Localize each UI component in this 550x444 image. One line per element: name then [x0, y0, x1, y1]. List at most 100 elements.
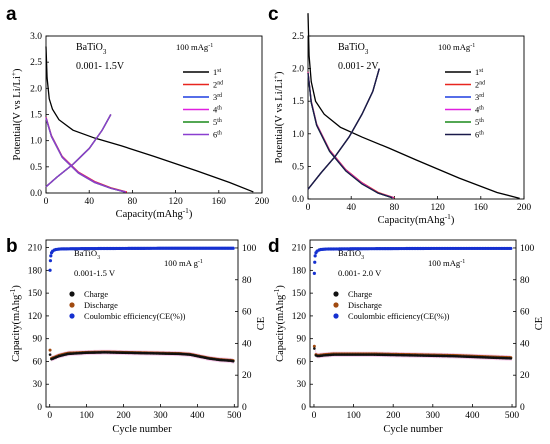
x-tick-label: 0 — [44, 197, 49, 207]
panel-letter: b — [6, 236, 18, 257]
y-tick-label: 1.0 — [30, 137, 42, 147]
legend-entry: Charge — [348, 290, 372, 299]
y-axis-title: Capacity(mAhg-1) — [8, 285, 23, 362]
legend-entry: 1st — [475, 68, 483, 77]
y-tick-label: 0 — [37, 403, 42, 413]
x-tick-label: 80 — [128, 197, 138, 207]
panel-b: b0 100 200 300 400 50003060901201501802100204… — [6, 236, 267, 435]
y-tick-label: 3.0 — [30, 32, 42, 42]
compound-label: BaTiO3 — [76, 42, 107, 56]
plot-frame — [309, 239, 517, 408]
x-axis-title: Cycle number — [383, 424, 443, 435]
legend-entry: Coulombic efficiency(CE(%)) — [348, 312, 450, 321]
ce-point — [48, 268, 52, 272]
y-tick-label: 120 — [292, 312, 307, 322]
plot-frame — [307, 35, 525, 200]
voltage-window-label: 0.001- 2.0 V — [338, 268, 382, 278]
legend-entry: Charge — [84, 290, 108, 299]
legend-entry: Coulombic efficiency(CE(%)) — [84, 312, 186, 321]
y2-axis-title: CE — [534, 317, 545, 330]
plot-frame — [45, 35, 263, 194]
y-tick-label: 90 — [33, 335, 43, 345]
current-density-label: 100 mAg-1 — [428, 258, 465, 268]
y-tick-label: 0.0 — [292, 195, 304, 205]
y-tick-label: 120 — [28, 312, 43, 322]
capacity-error-band — [50, 347, 235, 364]
ce-point — [313, 260, 317, 264]
y-tick-label: 1.5 — [30, 111, 42, 121]
x-tick-label: 100 — [346, 411, 361, 421]
x-tick-label: 200 — [255, 197, 270, 207]
legend-entry: 4th — [475, 106, 484, 115]
x-tick-label: 0 — [306, 203, 311, 213]
x-axis-title: Capacity(mAhg-1) — [116, 206, 193, 221]
discharge-curve-1 — [45, 46, 254, 193]
y-axis-title: Potential(V vs Li/Li+) — [271, 71, 286, 164]
voltage-window-label: 0.001- 1.5V — [76, 61, 125, 72]
panel-letter: d — [268, 236, 280, 257]
legend-marker — [333, 291, 339, 297]
y-tick-label: 2.0 — [30, 84, 42, 94]
y2-tick-label: 40 — [520, 339, 530, 349]
panel-letter: c — [268, 4, 279, 25]
current-density-label: 100 mAg-1 — [176, 42, 213, 52]
charge-curve-4 — [45, 114, 112, 188]
x-tick-label: 300 — [153, 411, 168, 421]
panel-c: c 0 40 80 120 160 200 0.0 0.5 1.0 1.5 2.0 2.5 Capacit… — [268, 4, 531, 226]
discharge-curve-6 — [45, 117, 126, 193]
x-tick-label: 40 — [346, 203, 356, 213]
legend-marker — [333, 313, 339, 319]
y-tick-label: 90 — [297, 335, 307, 345]
y2-tick-label: 0 — [242, 403, 247, 413]
ce-point — [509, 246, 513, 251]
y-tick-label: 2.5 — [292, 32, 304, 42]
ce-point — [49, 254, 53, 258]
x-tick-label: 120 — [168, 197, 183, 207]
ce-point — [312, 271, 316, 275]
y-tick-label: 210 — [28, 244, 43, 254]
y2-tick-label: 20 — [242, 371, 252, 381]
discharge-curve-4 — [45, 117, 127, 193]
y-tick-label: 0.5 — [292, 162, 304, 172]
plot-frame — [45, 239, 239, 408]
legend-entry: 5th — [475, 118, 484, 127]
legend-marker — [69, 291, 75, 297]
x-axis-title: Capacity(mAhg-1) — [378, 212, 455, 227]
discharge-point — [48, 348, 52, 352]
y2-tick-label: 80 — [520, 276, 530, 286]
legend-entry: 6th — [475, 131, 484, 140]
charge-curve-3 — [45, 114, 112, 188]
x-tick-label: 40 — [84, 197, 94, 207]
y2-tick-label: 80 — [242, 276, 252, 286]
ce-point — [313, 254, 317, 258]
legend-entry: 2nd — [213, 81, 223, 90]
y2-axis-title: CE — [256, 317, 267, 330]
y2-tick-label: 20 — [520, 371, 530, 381]
y-tick-label: 30 — [33, 380, 43, 390]
ce-point — [48, 259, 53, 263]
current-density-label: 100 mA g-1 — [164, 258, 203, 268]
legend-marker — [69, 302, 75, 308]
y-tick-label: 60 — [33, 357, 43, 367]
panel-a: a 0 40 80 120 160 200 0.0 0.5 1.0 1.5 2.0 2.5 3.0 Capa… — [6, 4, 269, 220]
panel-letter: a — [6, 4, 17, 25]
discharge-curve-5 — [45, 117, 126, 193]
discharge-point — [312, 344, 316, 348]
voltage-window-label: 0.001- 2V — [338, 61, 379, 72]
charge-point — [509, 357, 513, 360]
y-tick-label: 1.5 — [292, 97, 304, 107]
legend-entry: Discharge — [348, 301, 382, 310]
legend-marker — [69, 313, 75, 319]
y-tick-label: 2.0 — [292, 65, 304, 75]
y2-tick-label: 100 — [520, 244, 535, 254]
x-tick-label: 200 — [116, 411, 131, 421]
voltage-window-label: 0.001-1.5 V — [74, 268, 116, 278]
x-tick-label: 160 — [212, 197, 227, 207]
charge-curve-5 — [45, 114, 112, 188]
y-axis-title: Potential(V vs Li/Li+) — [9, 68, 24, 161]
legend-entry: Discharge — [84, 301, 118, 310]
compound-label: BaTiO3 — [338, 248, 364, 261]
x-tick-label: 200 — [386, 411, 401, 421]
x-tick-label: 500 — [505, 411, 520, 421]
y-axis-title: Capacity(mAhg-1) — [272, 285, 287, 362]
